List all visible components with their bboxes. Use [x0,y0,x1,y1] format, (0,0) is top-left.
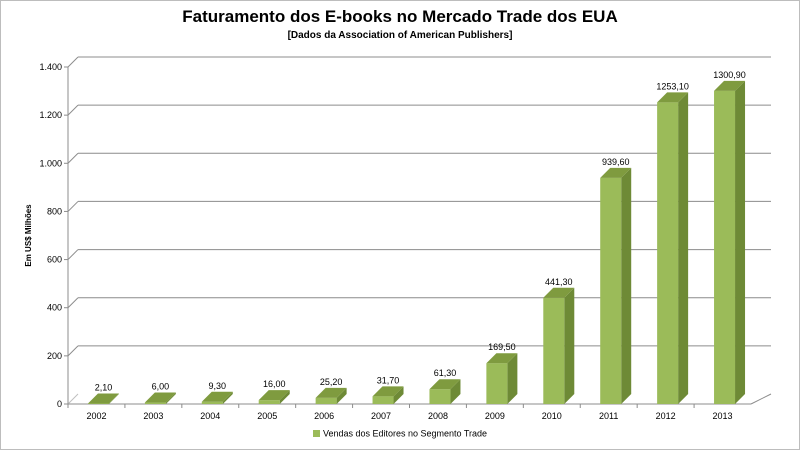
data-label-2002: 2,10 [95,382,113,392]
bar-2012 [657,102,679,404]
bar-side-2010 [564,287,575,404]
data-label-2009: 169,50 [488,342,516,352]
bar-side-2008 [450,379,461,404]
y-tick-label: 400 [47,303,62,313]
data-label-2004: 9,30 [209,381,227,391]
bar-side-2011 [621,167,632,404]
bar-2009 [486,363,508,404]
x-tick-label-2005: 2005 [257,411,277,421]
data-label-2007: 31,70 [377,375,400,385]
bar-side-2003 [165,392,176,404]
bar-side-2009 [507,353,518,404]
legend-swatch [312,430,320,438]
x-tick-label-2010: 2010 [542,411,562,421]
bar-top-2003 [144,392,176,403]
bar-2013 [714,90,736,404]
x-tick-label-2008: 2008 [428,411,448,421]
x-tick-label-2002: 2002 [86,411,106,421]
gridline-depth [67,201,79,212]
y-tick-label: 0 [57,399,62,409]
y-axis-title: Em US$ Milhões [24,204,33,267]
bar-2011 [600,177,622,404]
x-tick-label-2003: 2003 [143,411,163,421]
bar-2010 [543,297,565,404]
data-label-2012: 1253,10 [656,81,689,91]
x-tick-label-2004: 2004 [200,411,220,421]
bar-top-2011 [600,167,632,178]
bar-top-2009 [486,353,518,364]
bar-2006 [315,397,337,404]
bar-side-2013 [735,80,746,404]
bar-top-2002 [87,393,119,404]
bar-2005 [258,400,280,404]
x-tick-label-2009: 2009 [485,411,505,421]
legend: Vendas dos Editores no Segmento Trade [1,428,799,439]
bar-top-2007 [372,386,404,397]
bar-2002 [87,403,109,404]
bar-side-2012 [678,92,689,404]
x-tick-label-2007: 2007 [371,411,391,421]
y-tick-label: 600 [47,255,62,265]
gridline-depth [67,297,79,309]
gridline-depth [67,249,79,260]
data-label-2010: 441,30 [545,277,573,287]
bar-side-2007 [393,386,404,404]
data-label-2008: 61,30 [434,368,457,378]
bar-side-2006 [336,387,347,404]
data-label-2003: 6,00 [152,382,170,392]
data-label-2013: 1300,90 [713,70,746,80]
x-tick-label-2013: 2013 [713,411,733,421]
bar-top-2005 [258,390,290,401]
x-tick-label-2011: 2011 [599,411,618,421]
floor-edge-right [750,393,772,405]
floor-edge-left [67,393,79,405]
bar-2003 [144,402,166,404]
data-label-2006: 25,20 [320,377,343,387]
gridline-depth [67,152,79,164]
x-tick-label-2012: 2012 [656,411,676,421]
bar-2008 [429,389,451,404]
x-tick-label-2006: 2006 [314,411,334,421]
legend-label: Vendas dos Editores no Segmento Trade [322,428,488,439]
chart-subtitle: [Dados da Association of American Publis… [287,30,513,41]
data-label-2011: 939,60 [602,157,630,167]
bar-side-2005 [279,390,290,404]
bar-2007 [372,396,394,404]
bar-top-2004 [201,391,233,402]
data-label-2005: 16,00 [263,379,286,389]
bar-top-2010 [543,287,575,298]
bar-top-2012 [657,92,689,103]
gridline-depth [67,104,79,116]
bar-side-2004 [222,391,233,404]
bar-side-2002 [108,393,119,404]
y-tick-label: 1.400 [39,62,62,72]
y-tick-label: 800 [47,206,62,216]
bar-top-2013 [714,80,746,91]
y-tick-label: 1.000 [39,158,62,168]
bar-top-2008 [429,379,461,390]
bar-2004 [201,401,223,404]
bar-top-2006 [315,387,347,398]
chart-title: Faturamento dos E-books no Mercado Trade… [182,7,618,26]
gridline-depth [67,345,79,357]
y-tick-label: 200 [47,351,62,361]
y-tick-label: 1.200 [39,110,62,120]
gridline-depth [67,56,79,68]
